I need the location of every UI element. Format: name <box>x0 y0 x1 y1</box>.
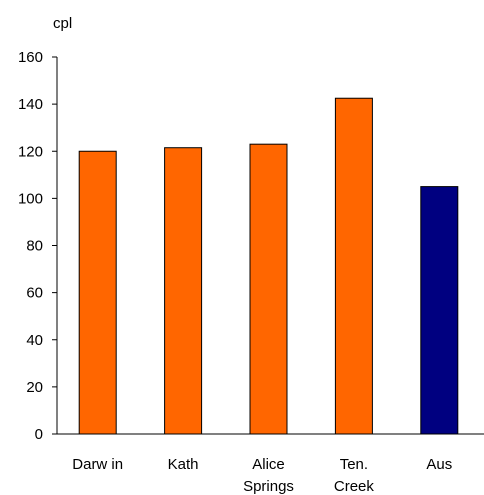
x-category-label: Kath <box>168 456 199 473</box>
bars <box>78 97 459 435</box>
chart-axes <box>56 57 484 435</box>
x-category-label: Ten. <box>340 456 368 473</box>
y-axis-unit-label: cpl <box>53 15 72 32</box>
y-tick-label: 160 <box>18 49 43 66</box>
x-category-label: Alice <box>252 456 285 473</box>
bar-3 <box>334 97 373 435</box>
y-tick-label: 0 <box>35 426 43 443</box>
bar-1 <box>164 147 203 435</box>
y-tick-label: 100 <box>18 190 43 207</box>
y-tick-label: 40 <box>26 332 43 349</box>
y-tick-label: 20 <box>26 379 43 396</box>
y-tick-label: 80 <box>26 238 43 255</box>
y-tick-label: 60 <box>26 285 43 302</box>
x-category-label: Creek <box>334 478 375 495</box>
x-category-label: Springs <box>243 478 294 495</box>
y-axis-ticks: 0 20 40 60 80 100 120 140 160 <box>18 49 57 443</box>
x-category-label: Aus <box>426 456 452 473</box>
bar-4 <box>420 186 459 435</box>
y-tick-label: 140 <box>18 96 43 113</box>
x-category-label: Darw in <box>72 456 123 473</box>
x-axis-labels: Darw in Kath Alice Springs Ten. Creek Aus <box>72 456 452 495</box>
bar-0 <box>78 150 117 435</box>
y-tick-label: 120 <box>18 143 43 160</box>
bar-2 <box>249 143 288 435</box>
